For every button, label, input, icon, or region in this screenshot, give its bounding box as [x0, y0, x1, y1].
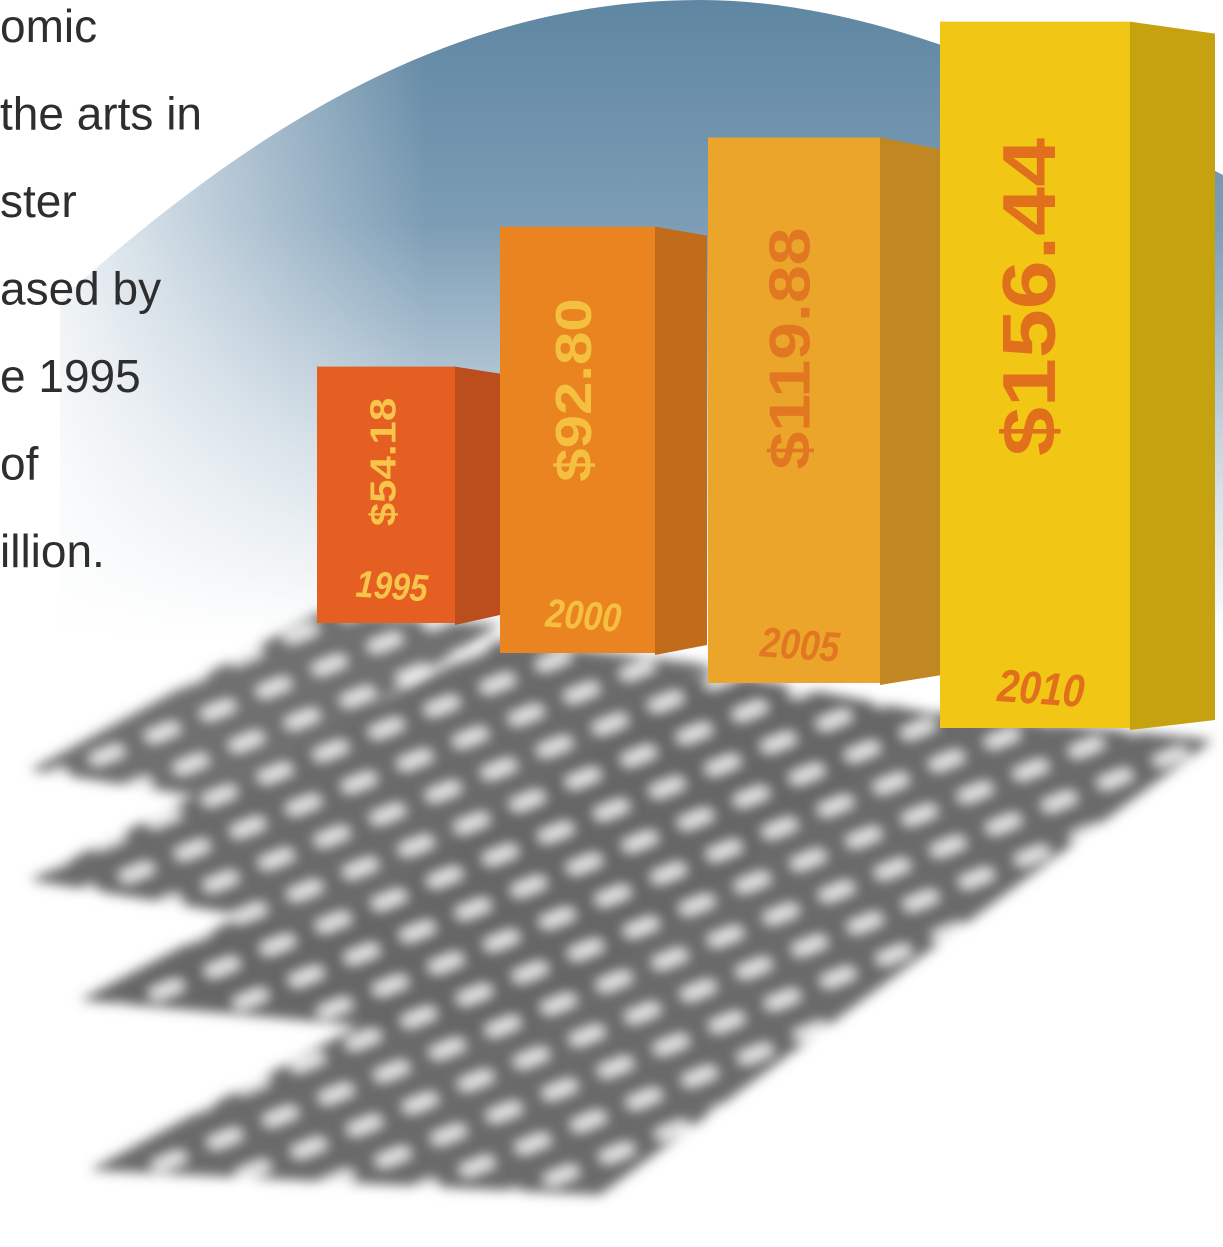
bar: [317, 366, 455, 623]
bar-side: [880, 137, 942, 685]
category-label: 1995: [355, 563, 431, 610]
category-label: 2000: [543, 590, 623, 641]
bars: $54.18 1995 $92.80 2000 $119.88 2005 $156.44 20…: [317, 21, 1215, 730]
category-label: 2005: [758, 620, 843, 672]
caption-line: e 1995: [0, 350, 141, 402]
value-label: $92.80: [545, 298, 602, 481]
caption-line: ased by: [0, 263, 161, 315]
value-label: $54.18: [364, 398, 403, 526]
bar: [708, 137, 880, 683]
bar-side: [1130, 21, 1215, 730]
bar-side: [455, 366, 500, 625]
bar: [500, 226, 655, 653]
value-label: $119.88: [758, 228, 822, 470]
caption-line: of: [0, 438, 39, 490]
bar-side: [655, 226, 707, 655]
caption-line: illion.: [0, 525, 105, 577]
caption-line: omic: [0, 0, 97, 52]
shadows: [30, 612, 1213, 1195]
bar: [940, 21, 1130, 728]
category-label: 2010: [995, 660, 1087, 718]
caption-line: ster: [0, 175, 77, 227]
value-label: $156.44: [988, 138, 1071, 456]
caption-line: the arts in: [0, 88, 202, 140]
caption: omic the arts in ster ased by e 1995 of illion…: [0, 0, 202, 577]
